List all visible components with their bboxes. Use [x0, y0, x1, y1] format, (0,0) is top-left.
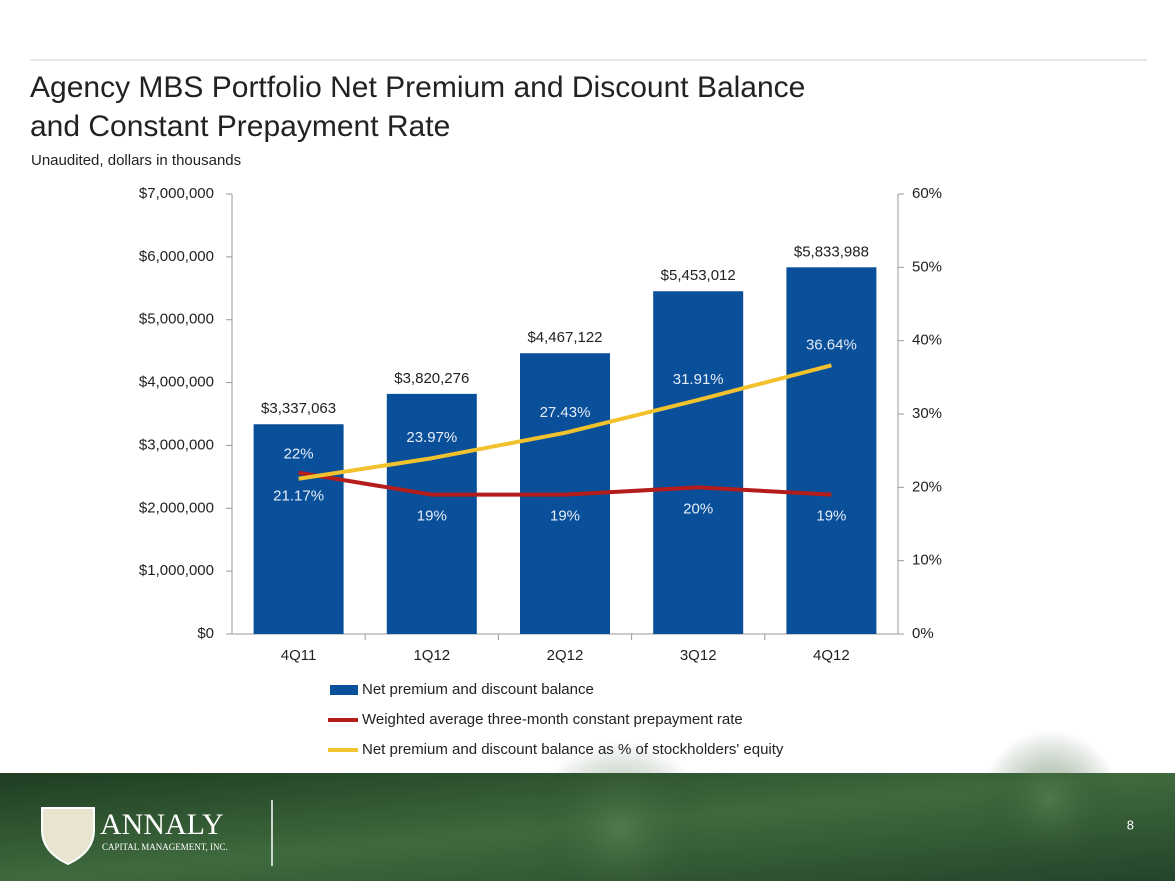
title: Agency MBS Portfolio Net Premium and Dis…: [30, 71, 805, 104]
y2-tick-label: 50%: [912, 258, 942, 275]
line-value-label: 31.91%: [673, 371, 724, 388]
x-tick-label: 1Q12: [413, 647, 450, 664]
y-tick-label: $5,000,000: [139, 311, 214, 328]
x-tick-label: 4Q11: [281, 647, 317, 664]
line-value-label: 21.17%: [273, 488, 324, 505]
y-tick-label: $0: [197, 625, 214, 642]
legend-label: Net premium and discount balance as % of…: [362, 741, 784, 758]
bar-value-label: $5,833,988: [794, 243, 869, 260]
line: [298, 363, 832, 481]
line-value-label: 19%: [550, 508, 580, 525]
bar: [786, 267, 877, 634]
footer-texture: [980, 730, 1120, 870]
legend-swatch: [330, 685, 358, 695]
bar: [653, 291, 744, 634]
y-tick-label: $7,000,000: [139, 185, 214, 202]
subtitle: Unaudited, dollars in thousands: [31, 152, 241, 169]
page-number: 8: [1127, 817, 1134, 832]
y-tick-label: $4,000,000: [139, 374, 214, 391]
y2-tick-label: 20%: [912, 478, 942, 495]
logo-shield: [41, 807, 95, 866]
line: [298, 470, 832, 497]
title: and Constant Prepayment Rate: [30, 110, 450, 143]
y2-tick-label: 30%: [912, 405, 942, 422]
x-tick-label: 4Q12: [813, 647, 850, 664]
y-tick-label: $3,000,000: [139, 436, 214, 453]
y2-tick-label: 10%: [912, 552, 942, 569]
line-value-label: 36.64%: [806, 336, 857, 353]
line-value-label: 22%: [284, 446, 314, 463]
logo-text: ANNALY: [100, 808, 224, 841]
y-tick-label: $2,000,000: [139, 499, 214, 516]
bar-value-label: $5,453,012: [661, 267, 736, 284]
bar-value-label: $3,820,276: [394, 370, 469, 387]
footer-texture: [530, 740, 710, 881]
line-value-label: 19%: [816, 508, 846, 525]
x-tick-label: 3Q12: [680, 647, 717, 664]
bar: [253, 424, 344, 634]
y2-tick-label: 0%: [912, 625, 934, 642]
legend-label: Net premium and discount balance: [362, 681, 594, 698]
line-value-label: 19%: [417, 508, 447, 525]
y-tick-label: $1,000,000: [139, 562, 214, 579]
logo-subtext: CAPITAL MANAGEMENT, INC.: [102, 842, 228, 852]
y2-tick-label: 40%: [912, 332, 942, 349]
bar-value-label: $4,467,122: [527, 329, 602, 346]
y-tick-label: $6,000,000: [139, 248, 214, 265]
legend-label: Weighted average three-month constant pr…: [362, 711, 743, 728]
y2-tick-label: 60%: [912, 185, 942, 202]
x-tick-label: 2Q12: [547, 647, 584, 664]
line-value-label: 20%: [683, 500, 713, 517]
line-value-label: 27.43%: [540, 404, 591, 421]
bar-value-label: $3,337,063: [261, 400, 336, 417]
line-value-label: 23.97%: [406, 429, 457, 446]
bar: [386, 393, 477, 634]
